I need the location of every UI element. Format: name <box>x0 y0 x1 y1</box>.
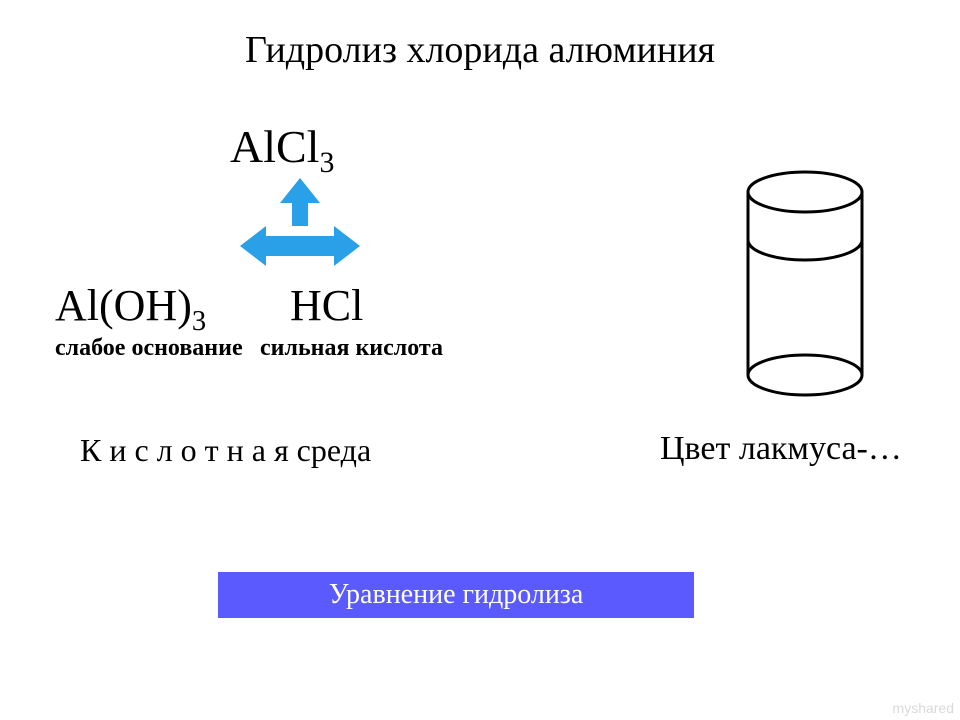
page-title: Гидролиз хлорида алюминия <box>0 28 960 72</box>
salt-formula-sub: 3 <box>319 146 334 179</box>
base-product-formula: Al(OH)3 <box>55 280 206 338</box>
base-product-sub: 3 <box>192 306 206 337</box>
litmus-label: Цвет лакмуса-… <box>660 430 902 468</box>
base-caption: слабое основание <box>55 335 243 362</box>
decomposition-arrow-icon <box>240 178 360 278</box>
salt-formula: AlCl3 <box>230 120 334 180</box>
acid-caption: сильная кислота <box>260 335 443 362</box>
beaker-icon <box>740 170 870 400</box>
environment-label: К и с л о т н а я среда <box>80 432 371 469</box>
acid-product-formula: HCl <box>290 280 363 331</box>
base-product-prefix: Al(OH) <box>55 281 192 330</box>
watermark: myshared <box>893 700 954 716</box>
salt-formula-base: AlCl <box>230 121 319 172</box>
equation-button[interactable]: Уравнение гидролиза <box>218 572 694 618</box>
